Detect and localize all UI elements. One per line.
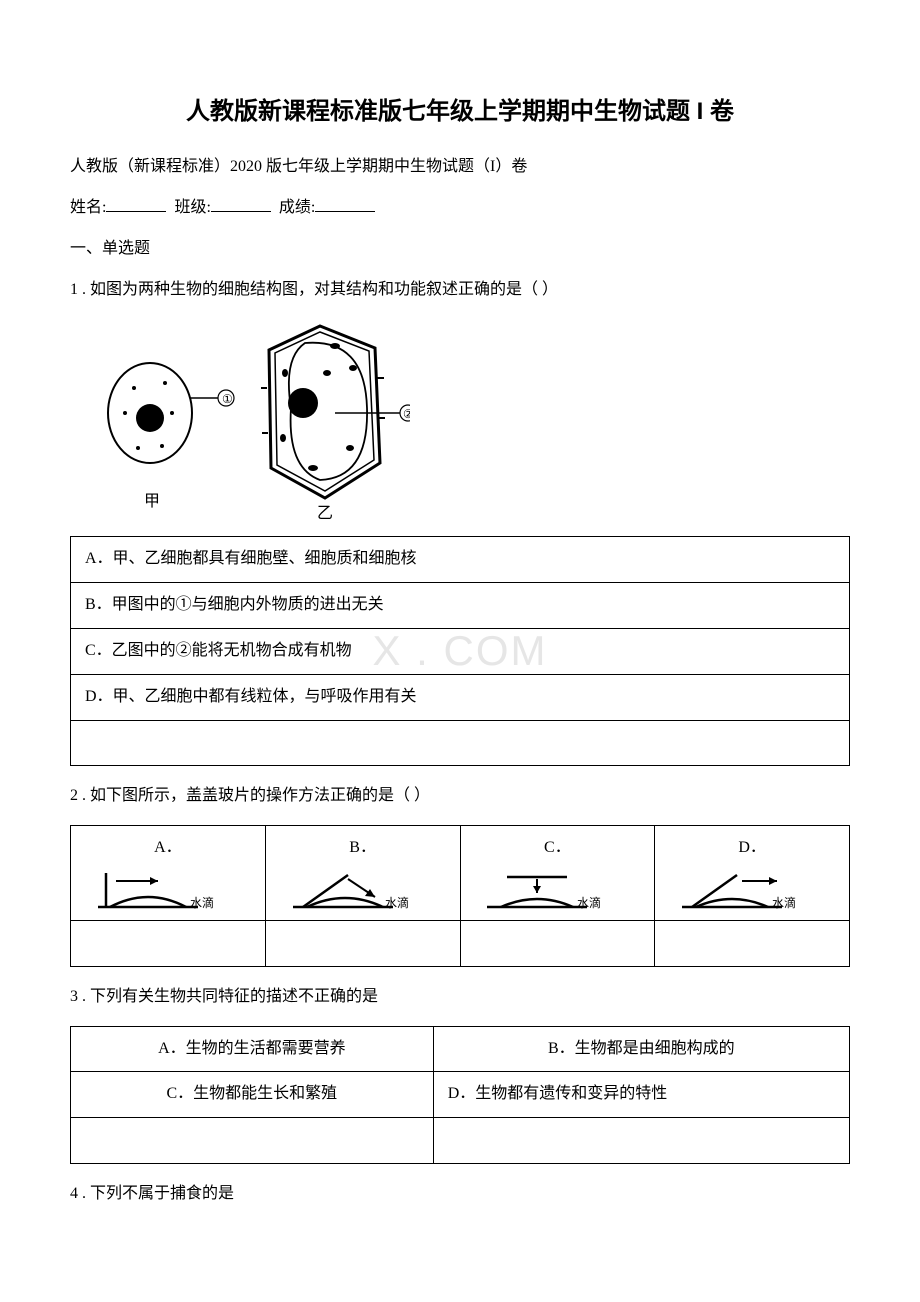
- q2-stem: 2 . 如下图所示，盖盖玻片的操作方法正确的是（ ）: [70, 782, 850, 811]
- blank-class: [211, 196, 271, 212]
- q3-opt-c: C．生物都能生长和繁殖: [71, 1072, 434, 1118]
- q3-opt-d: D．生物都有遗传和变异的特性: [433, 1072, 849, 1118]
- svg-text:水滴: 水滴: [190, 895, 214, 910]
- q3-opt-a: A．生物的生活都需要营养: [71, 1026, 434, 1072]
- q2-options-table: A． 水滴 B． 水滴 C．: [70, 825, 850, 967]
- q2-opt-b-label: B．: [280, 834, 446, 863]
- q3-blank-a: [71, 1118, 434, 1164]
- q2-opt-a: A． 水滴: [71, 826, 266, 921]
- q3-options-table: A．生物的生活都需要营养 B．生物都是由细胞构成的 C．生物都能生长和繁殖 D．…: [70, 1026, 850, 1164]
- svg-text:乙: 乙: [317, 505, 333, 522]
- q2-blank-c: [460, 920, 655, 966]
- q1-opt-a: A．甲、乙细胞都具有细胞壁、细胞质和细胞核: [71, 537, 850, 583]
- svg-text:水滴: 水滴: [385, 895, 409, 910]
- label-name: 姓名:: [70, 199, 106, 216]
- label-class: 班级:: [174, 199, 210, 216]
- q1-figure: ① 甲 ② 乙: [90, 318, 850, 528]
- coverslip-diagram-b: 水滴: [293, 867, 433, 912]
- q1-opt-d: D．甲、乙细胞中都有线粒体，与呼吸作用有关: [71, 674, 850, 720]
- page-title: 人教版新课程标准版七年级上学期期中生物试题 I 卷: [70, 90, 850, 133]
- label-score: 成绩:: [279, 199, 315, 216]
- q2-opt-c: C． 水滴: [460, 826, 655, 921]
- subtitle: 人教版（新课程标准）2020 版七年级上学期期中生物试题（I）卷: [70, 153, 850, 182]
- coverslip-diagram-c: 水滴: [487, 867, 627, 912]
- q2-blank-b: [265, 920, 460, 966]
- q4-stem: 4 . 下列不属于捕食的是: [70, 1180, 850, 1209]
- q3-stem: 3 . 下列有关生物共同特征的描述不正确的是: [70, 983, 850, 1012]
- q2-opt-a-label: A．: [85, 834, 251, 863]
- coverslip-diagram-d: 水滴: [682, 867, 822, 912]
- q2-opt-d-label: D．: [669, 834, 835, 863]
- label-jia: 甲: [144, 493, 160, 510]
- svg-text:水滴: 水滴: [577, 895, 601, 910]
- blank-score: [315, 196, 375, 212]
- q1-options-table: A．甲、乙细胞都具有细胞壁、细胞质和细胞核 B．甲图中的①与细胞内外物质的进出无…: [70, 536, 850, 766]
- q2-blank-d: [655, 920, 850, 966]
- coverslip-diagram-a: 水滴: [98, 867, 238, 912]
- q3-blank-b: [433, 1118, 849, 1164]
- section-heading: 一、单选题: [70, 235, 850, 264]
- q1-opt-blank: [71, 720, 850, 766]
- q2-opt-b: B． 水滴: [265, 826, 460, 921]
- svg-text:水滴: 水滴: [772, 895, 796, 910]
- q1-stem: 1 . 如图为两种生物的细胞结构图，对其结构和功能叙述正确的是（ ）: [70, 276, 850, 305]
- q2-opt-d: D． 水滴: [655, 826, 850, 921]
- q2-blank-a: [71, 920, 266, 966]
- info-line: 姓名: 班级: 成绩:: [70, 194, 850, 223]
- q1-opt-b: B．甲图中的①与细胞内外物质的进出无关: [71, 583, 850, 629]
- q3-opt-b: B．生物都是由细胞构成的: [433, 1026, 849, 1072]
- q2-opt-c-label: C．: [475, 834, 641, 863]
- callout-1-text: ①: [222, 392, 233, 406]
- q1-opt-c: C．乙图中的②能将无机物合成有机物: [71, 628, 850, 674]
- svg-text:②: ②: [403, 407, 410, 421]
- blank-name: [106, 196, 166, 212]
